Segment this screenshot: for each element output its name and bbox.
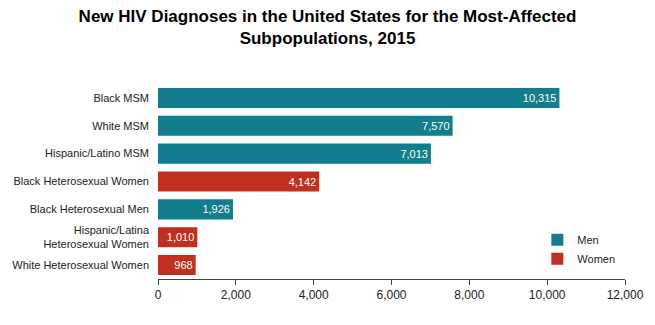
svg-text:7,570: 7,570 <box>422 120 450 132</box>
svg-text:10,000: 10,000 <box>529 288 566 302</box>
svg-text:2,000: 2,000 <box>221 288 251 302</box>
svg-text:1,010: 1,010 <box>167 231 195 243</box>
svg-text:7,013: 7,013 <box>400 148 428 160</box>
svg-text:968: 968 <box>174 259 192 271</box>
svg-text:Men: Men <box>577 234 598 246</box>
svg-text:6,000: 6,000 <box>376 288 406 302</box>
svg-text:8,000: 8,000 <box>454 288 484 302</box>
svg-text:4,000: 4,000 <box>299 288 329 302</box>
svg-text:Hispanic/LatinaHeterosexual Wo: Hispanic/LatinaHeterosexual Women <box>43 224 149 250</box>
svg-text:0: 0 <box>155 288 162 302</box>
svg-text:New HIV Diagnoses in the Unite: New HIV Diagnoses in the United States f… <box>79 7 577 48</box>
svg-text:Women: Women <box>577 253 615 265</box>
svg-text:Black Heterosexual Women: Black Heterosexual Women <box>13 175 149 187</box>
svg-text:Black Heterosexual Men: Black Heterosexual Men <box>30 203 149 215</box>
svg-text:White Heterosexual Women: White Heterosexual Women <box>12 259 149 271</box>
svg-text:12,000: 12,000 <box>607 288 644 302</box>
svg-text:Black MSM: Black MSM <box>93 92 149 104</box>
svg-text:White MSM: White MSM <box>92 120 149 132</box>
svg-text:4,142: 4,142 <box>289 176 317 188</box>
svg-text:Hispanic/Latino MSM: Hispanic/Latino MSM <box>45 147 149 159</box>
svg-text:10,315: 10,315 <box>523 92 557 104</box>
svg-text:1,926: 1,926 <box>202 203 230 215</box>
